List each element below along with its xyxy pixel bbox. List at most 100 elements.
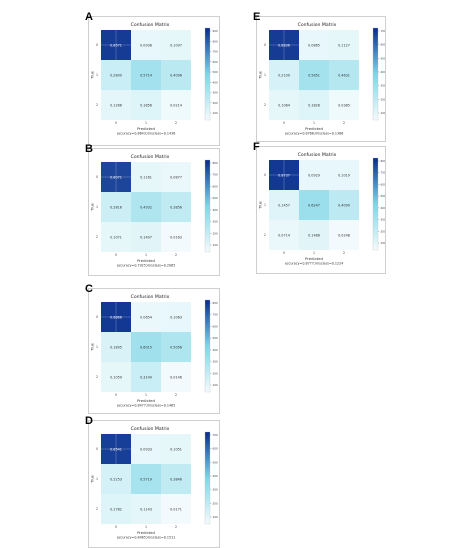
- y-axis-label: True: [259, 70, 263, 79]
- colorbar-tick-label: 200: [213, 101, 219, 105]
- confusion-matrix-panel-a: A Confusion Matrix 0.8571 0.0936 0.1097 0.280…: [85, 11, 220, 146]
- matrix-cell: [161, 332, 191, 362]
- colorbar-tick-label: 500: [381, 56, 386, 60]
- colorbar-tick-label: 400: [213, 80, 219, 84]
- matrix-cell: [161, 222, 191, 252]
- colorbar-tick-label: 900: [213, 29, 219, 33]
- matrix-cell: [131, 90, 161, 120]
- row-tick-label: 2: [264, 103, 266, 107]
- colorbar-tick-label: 300: [213, 360, 219, 364]
- cell-label: 0.1127: [338, 43, 350, 47]
- matrix-cell: [131, 192, 161, 222]
- cell-label: 0.1097: [170, 43, 182, 47]
- matrix-cell: [131, 162, 161, 192]
- cell-label: 0.1071: [110, 235, 122, 239]
- cell-label: 0.1486: [308, 233, 320, 237]
- matrix-cell: [299, 60, 329, 90]
- colorbar-tick-label: 600: [381, 182, 386, 186]
- col-tick-label: 1: [145, 525, 147, 529]
- cell-label: 0.1895: [110, 345, 122, 349]
- cell-label: 0.1161: [140, 175, 152, 179]
- colorbar-tick-label: 600: [213, 324, 219, 328]
- col-tick-label: 2: [175, 393, 177, 397]
- cell-label: 0.2253: [110, 477, 122, 481]
- x-axis-label: Predicted: [137, 126, 155, 131]
- colorbar-tick-label: 500: [213, 70, 219, 74]
- cell-label: 0.2816: [110, 205, 122, 209]
- y-axis-label: True: [259, 200, 263, 209]
- colorbar-tick-label: 200: [381, 97, 386, 101]
- matrix-cell: [101, 90, 131, 120]
- colorbar-tick-label: 500: [213, 460, 219, 464]
- matrix-cell: [161, 192, 191, 222]
- row-tick-label: 2: [96, 235, 98, 239]
- cell-label: 0.2100: [278, 73, 290, 77]
- matrix-cell: [161, 90, 191, 120]
- matrix-cell: [329, 30, 359, 60]
- cell-label: 0.1059: [110, 375, 122, 379]
- colorbar-tick-label: 200: [213, 231, 219, 235]
- cell-label: 0.1019: [338, 173, 350, 177]
- chart-title: Confusion Matrix: [131, 294, 170, 300]
- cell-label: 0.0385: [338, 103, 350, 107]
- chart-title: Confusion Matrix: [298, 152, 337, 158]
- matrix-cell: [161, 362, 191, 392]
- cell-label: 0.0933: [140, 447, 152, 451]
- colorbar-tick-label: 700: [213, 433, 219, 437]
- matrix-cell: [299, 90, 329, 120]
- colorbar-tick-label: 500: [213, 196, 219, 200]
- col-tick-label: 0: [115, 253, 117, 257]
- row-tick-label: 1: [96, 477, 98, 481]
- col-tick-label: 2: [175, 253, 177, 257]
- colorbar-tick-label: 400: [381, 206, 386, 210]
- colorbar-tick-label: 700: [213, 50, 219, 54]
- cell-label: 0.1064: [278, 103, 290, 107]
- matrix-cell: [101, 60, 131, 90]
- colorbar-tick-label: 300: [381, 218, 386, 222]
- y-axis-label: True: [91, 70, 95, 79]
- confusion-matrix-panel-f: F Confusion Matrix 0.8737 0.0929 0.1019 0.145…: [253, 141, 386, 274]
- panel-letter: B: [85, 143, 93, 155]
- row-tick-label: 0: [96, 447, 98, 451]
- matrix-cell: [161, 464, 191, 494]
- matrix-cell: [161, 60, 191, 90]
- row-tick-label: 0: [96, 315, 98, 319]
- cell-label: 0.1063: [170, 315, 182, 319]
- chart-title: Confusion Matrix: [131, 154, 170, 160]
- matrix-cell: [161, 30, 191, 60]
- panel-letter: A: [85, 11, 93, 23]
- cell-label: 0.0214: [170, 103, 182, 107]
- cell-label: 0.0146: [170, 375, 182, 379]
- matrix-cell: [329, 190, 359, 220]
- colorbar: [372, 27, 379, 121]
- cell-label: 0.5056: [170, 345, 182, 349]
- colorbar-tick-label: 100: [381, 111, 386, 115]
- colorbar-tick-label: 700: [213, 173, 219, 177]
- colorbar-tick-label: 300: [381, 84, 386, 88]
- accuracy-caption: accuracy=0.7925;misclass=0.2065: [117, 264, 176, 268]
- matrix-cell: [101, 192, 131, 222]
- col-tick-label: 0: [115, 525, 117, 529]
- x-axis-label: Predicted: [305, 256, 323, 261]
- colorbar-tick-label: 800: [213, 301, 219, 305]
- matrix-cell: [131, 464, 161, 494]
- cell-label: 0.1457: [278, 203, 290, 207]
- confusion-matrix-panel-b: B Confusion Matrix 0.8071 0.1161 0.0877 0.281…: [85, 143, 220, 276]
- colorbar-tick-label: 600: [213, 184, 219, 188]
- colorbar-tick-label: 400: [381, 70, 386, 74]
- col-tick-label: 0: [115, 393, 117, 397]
- matrix-cell: [269, 220, 299, 250]
- cell-label: 0.0248: [338, 233, 350, 237]
- colorbar-tick-label: 200: [381, 229, 386, 233]
- panel-letter: D: [85, 415, 93, 427]
- col-tick-label: 2: [343, 121, 345, 125]
- matrix-cell: [299, 190, 329, 220]
- matrix-cell: [329, 220, 359, 250]
- col-tick-label: 1: [145, 393, 147, 397]
- cell-label: 0.4090: [338, 203, 350, 207]
- matrix-cell: [131, 332, 161, 362]
